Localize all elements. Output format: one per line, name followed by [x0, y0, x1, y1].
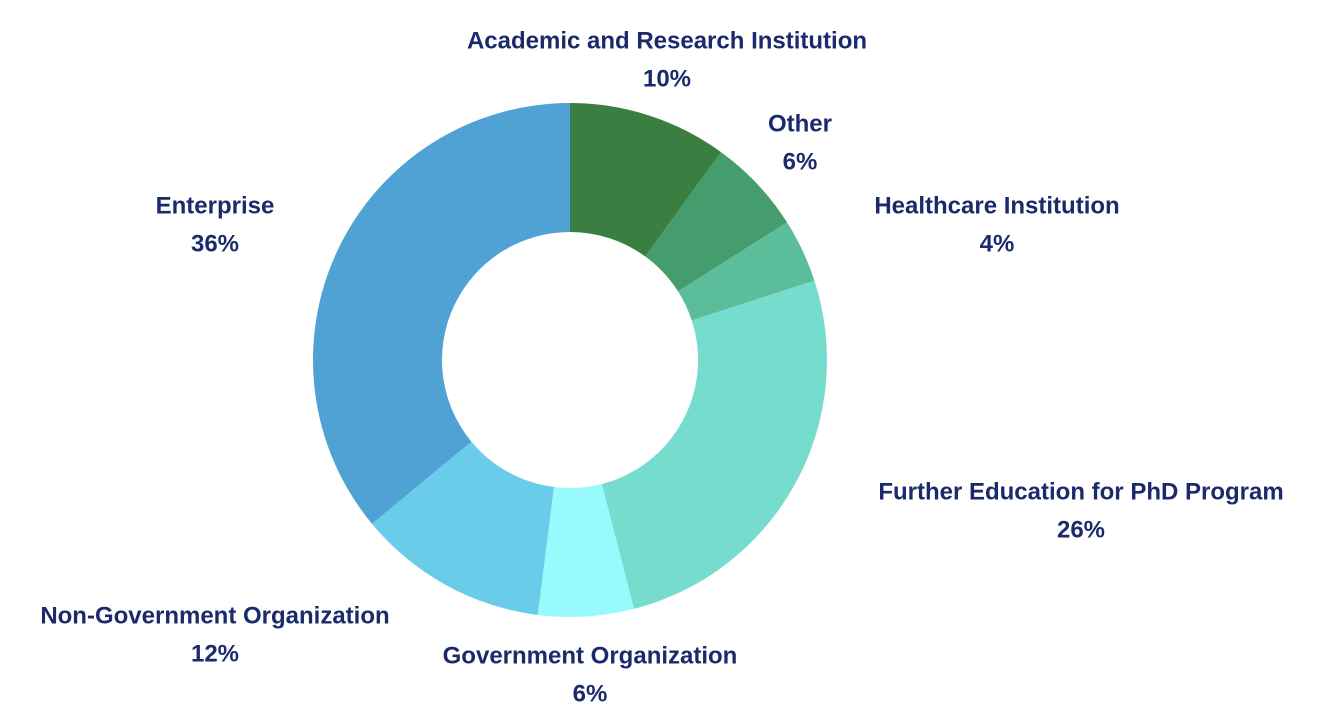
donut-slice	[371, 441, 554, 615]
slice-label: Academic and Research Institution	[467, 27, 867, 54]
donut-slice	[645, 152, 787, 292]
slice-value-label: 36%	[191, 230, 239, 257]
donut-slice	[570, 103, 722, 257]
slice-value-label: 4%	[980, 230, 1015, 257]
slice-value-label: 6%	[783, 148, 818, 175]
slice-label: Government Organization	[443, 642, 738, 669]
slice-label: Healthcare Institution	[874, 192, 1119, 219]
slice-value-label: 12%	[191, 640, 239, 667]
donut-slice	[312, 103, 570, 524]
slice-value-label: 10%	[643, 65, 691, 92]
slice-label: Other	[768, 110, 832, 137]
slice-label: Non-Government Organization	[40, 602, 389, 629]
donut-slice	[678, 222, 815, 321]
donut-slice	[537, 483, 634, 617]
donut-slice	[601, 280, 827, 609]
slice-value-label: 6%	[573, 680, 608, 707]
slice-label: Further Education for PhD Program	[878, 478, 1283, 505]
slice-label: Enterprise	[156, 192, 275, 219]
slice-value-label: 26%	[1057, 516, 1105, 543]
